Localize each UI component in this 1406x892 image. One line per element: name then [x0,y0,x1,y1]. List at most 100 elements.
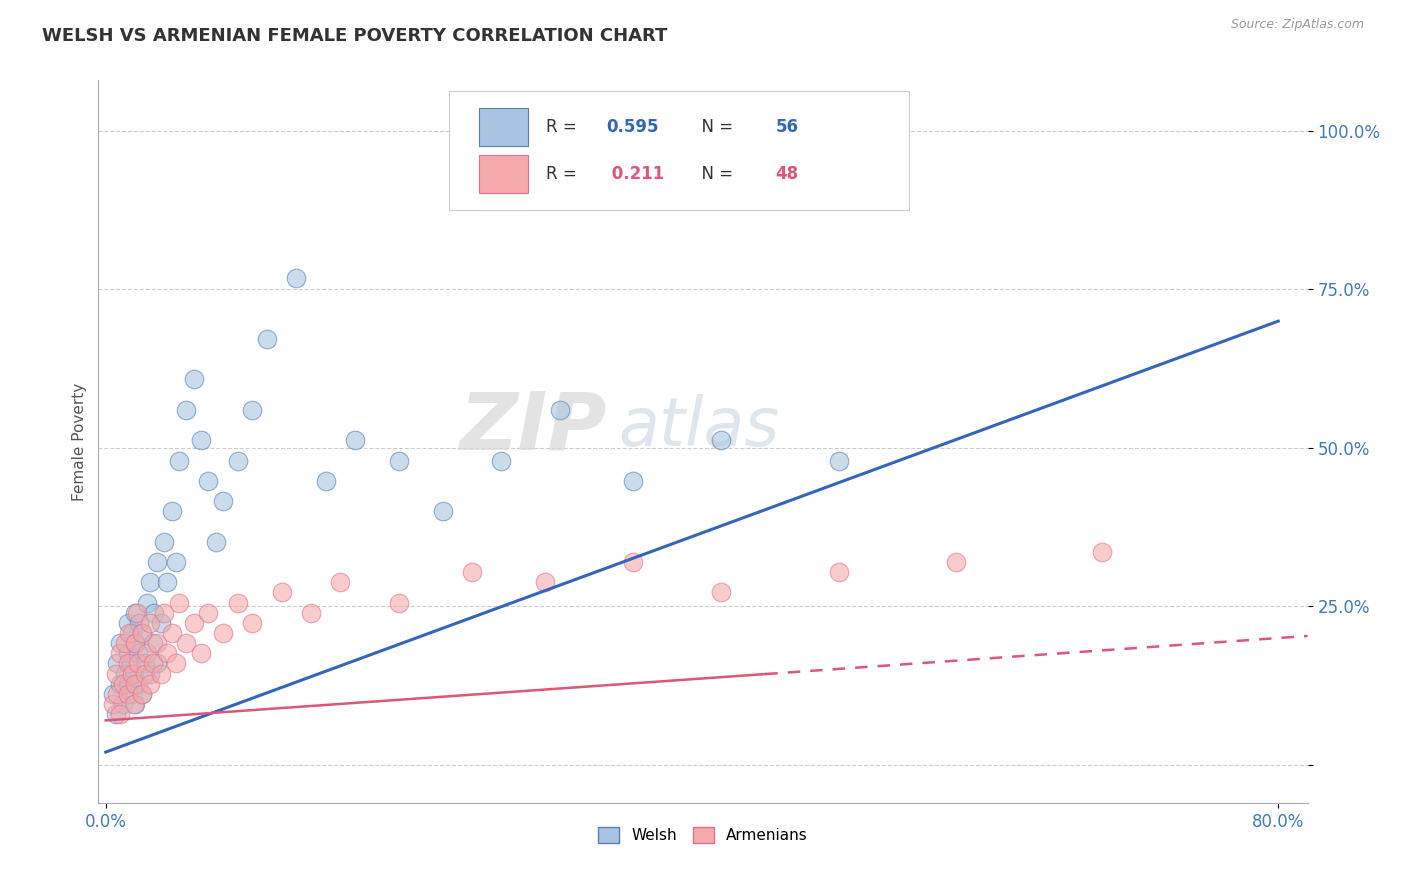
Point [256,491,278,506]
FancyBboxPatch shape [449,91,908,211]
Point [197,580,219,594]
Point [388,567,411,582]
Point [176,536,198,550]
Point [110,681,132,696]
Point [299,663,322,677]
Point [117,688,139,702]
Point [190,555,212,569]
Point [160,599,183,614]
Point [204,618,226,632]
Point [190,688,212,702]
Text: R =: R = [546,165,582,183]
Point [165,694,187,708]
Point [134,694,156,708]
Point [165,631,187,645]
Point [212,675,235,690]
Point [117,669,139,683]
Point [124,663,146,677]
Point [105,726,128,740]
Point [183,669,205,683]
Point [131,714,153,728]
Point [146,681,169,696]
Point [156,643,179,657]
Point [107,694,129,708]
Point [1091,624,1114,639]
Point [945,631,967,645]
Text: N =: N = [690,165,738,183]
Point [117,694,139,708]
Point [135,657,157,671]
Point [150,700,173,714]
Point [240,669,263,683]
Point [131,714,153,728]
Point [110,688,132,702]
Point [112,720,135,734]
Point [114,681,136,696]
Point [315,580,337,594]
Point [128,669,150,683]
Text: Source: ZipAtlas.com: Source: ZipAtlas.com [1230,18,1364,31]
Point [125,663,148,677]
Point [127,707,149,722]
Point [621,580,644,594]
Point [432,599,454,614]
Point [240,536,263,550]
Point [107,714,129,728]
Point [127,688,149,702]
Text: 0.595: 0.595 [606,119,659,136]
Point [127,694,149,708]
Point [160,675,183,690]
Point [143,663,166,677]
Point [1150,124,1173,138]
Point [117,707,139,722]
Point [621,631,644,645]
Point [114,700,136,714]
Point [138,700,160,714]
Point [270,650,292,665]
Point [156,688,179,702]
Point [124,720,146,734]
Point [122,720,145,734]
Point [534,643,557,657]
Point [121,700,143,714]
Point [124,707,146,722]
Point [124,681,146,696]
Point [135,688,157,702]
Point [101,720,124,734]
Text: R =: R = [546,119,582,136]
Point [110,726,132,740]
Point [285,453,308,467]
Point [226,657,249,671]
Point [197,663,219,677]
Point [343,555,366,569]
Text: atlas: atlas [619,394,779,460]
Point [167,567,190,582]
Point [388,657,411,671]
Legend: Welsh, Armenians: Welsh, Armenians [592,822,814,849]
Point [491,567,513,582]
Point [183,516,205,531]
Point [142,694,165,708]
Point [710,650,733,665]
Point [226,567,249,582]
Point [142,681,165,696]
Point [827,637,849,651]
Point [124,681,146,696]
Point [122,700,145,714]
Point [138,707,160,722]
Point [101,714,124,728]
Point [121,675,143,690]
FancyBboxPatch shape [479,109,527,146]
Text: 56: 56 [776,119,799,136]
Point [710,555,733,569]
Point [131,675,153,690]
Text: ZIP: ZIP [458,388,606,467]
Point [146,694,169,708]
Text: 0.211: 0.211 [606,165,665,183]
Point [121,714,143,728]
Point [329,643,352,657]
Point [167,657,190,671]
Point [176,681,198,696]
Point [212,593,235,607]
Point [146,631,169,645]
